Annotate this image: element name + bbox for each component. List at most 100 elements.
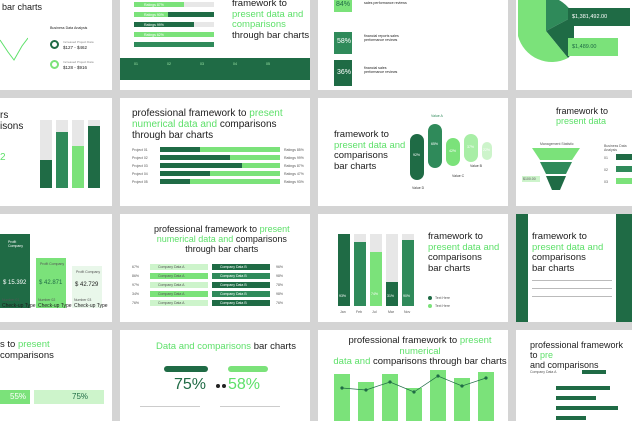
right-pct: 98% xyxy=(276,292,284,296)
slide-title: framework to present data and comparisons b… xyxy=(532,231,604,274)
bar-right: Company Data B xyxy=(212,282,270,288)
bar-left: Company Data A xyxy=(150,300,208,306)
pie-chart xyxy=(518,0,574,62)
slide-title: s to present comparisons xyxy=(0,339,54,361)
value-tag xyxy=(616,154,632,160)
value-tag xyxy=(616,178,632,184)
bar xyxy=(72,146,84,188)
slide-thumbnail[interactable]: rs isons 2 xyxy=(0,98,112,206)
bar-left: Company Data A xyxy=(150,282,208,288)
pill-bar: 22% xyxy=(482,142,492,160)
bar xyxy=(454,378,470,421)
pill-bar: 37% xyxy=(464,134,478,162)
bar xyxy=(56,132,68,188)
funnel-chart xyxy=(532,148,580,190)
bar: 31% xyxy=(386,282,398,306)
panel-title: Business Data Analysis xyxy=(604,144,627,152)
slide-thumbnail[interactable]: $1,381,492.00 $1,489.00 xyxy=(516,0,632,90)
bar-row xyxy=(160,171,280,176)
slide-title: framework to present data and comparisons b… xyxy=(428,231,500,274)
divider xyxy=(140,406,200,407)
divider xyxy=(220,406,280,407)
slide-thumbnail[interactable]: framework to present data and comparisons b… xyxy=(516,214,632,322)
rating-label: Ratings 85% xyxy=(284,148,304,152)
right-pct: 76% xyxy=(276,301,284,305)
bar xyxy=(358,382,374,421)
slide-thumbnail[interactable]: 93% 74% 31% 90% Jan Feb Jul Mar Nov fram… xyxy=(318,214,508,322)
slide-title: professional framework to present numeric… xyxy=(154,224,290,255)
side-band xyxy=(616,214,632,322)
bar-row xyxy=(160,179,280,184)
divider xyxy=(532,280,612,281)
slide-thumbnail[interactable]: professional framework to present numeric… xyxy=(120,98,310,206)
slide-title: framework to present data and comparisons b… xyxy=(334,129,406,172)
footer-label: Check-up Type xyxy=(2,303,36,309)
item-label: Increased Project Data xyxy=(63,40,94,44)
bar-row xyxy=(160,147,280,152)
slide-thumbnail[interactable]: Ratings 87% Ratings 90% Ratings 99% Rati… xyxy=(120,0,310,90)
footer-num: Number 02 xyxy=(38,298,56,302)
slide-thumbnail[interactable]: bar charts Business Data Analysis Increa… xyxy=(0,0,112,90)
bar-row: Ratings 99% xyxy=(134,22,214,27)
bar xyxy=(478,372,494,421)
value-label: Value A xyxy=(431,114,443,118)
line-chart-fragment xyxy=(0,37,28,61)
row-label: financial sales performance reviews xyxy=(364,66,398,75)
slide-thumbnail[interactable]: professional framework to present numeric… xyxy=(120,214,310,322)
value-tag xyxy=(616,166,632,172)
slide-thumbnail[interactable]: Data and comparisons bar charts 75% 58% xyxy=(120,330,310,421)
bar-row xyxy=(160,163,280,168)
bar xyxy=(556,416,586,420)
bar-left: Company Data A xyxy=(150,264,208,270)
sub-label: Company Data A xyxy=(530,370,557,374)
funnel-title: Management Statistic xyxy=(540,142,574,146)
bar-row: Ratings 87% xyxy=(134,2,214,7)
bar-right: Company Data B xyxy=(212,264,270,270)
slide-thumbnail[interactable]: framework to present data Management Sta… xyxy=(516,98,632,206)
slide-thumbnail[interactable]: s to present comparisons 55% 75% xyxy=(0,330,112,421)
bar: 74% xyxy=(370,252,382,306)
pct-block: 84% xyxy=(334,0,352,12)
slide-title: professional framework to present numeri… xyxy=(333,335,507,368)
bar xyxy=(556,396,596,400)
slide-thumbnail[interactable]: professional framework to present numeri… xyxy=(318,330,508,421)
bar xyxy=(334,374,350,421)
value-card: $1,489.00 xyxy=(568,38,618,56)
footer-num: Number 03 xyxy=(74,298,92,302)
pill-bar: 92% xyxy=(410,134,424,180)
footer-num: Number 01 xyxy=(2,298,20,302)
donut-icon xyxy=(50,40,59,49)
slide-thumbnail[interactable]: Profit Company $ 15.392 Profit Company $… xyxy=(0,214,112,322)
slide-thumbnail[interactable]: 84% sales performance reviews 58% financ… xyxy=(318,0,508,90)
slide-thumbnail[interactable]: framework to present data and comparisons b… xyxy=(318,98,508,206)
pill-bar: 65% xyxy=(428,124,442,168)
step-number: 03 xyxy=(604,180,608,184)
comparison-row: 67% Company Data A Company Data B 96% xyxy=(120,264,310,271)
rating-label: Ratings 99% xyxy=(284,156,304,160)
left-pct: 67% xyxy=(132,265,140,269)
pill-bar: 42% xyxy=(446,138,460,166)
profit-card: Profit Company $ 42.871 xyxy=(36,258,66,308)
rating-label: Ratings 87% xyxy=(284,164,304,168)
profit-card: Profit Company $ 15.392 xyxy=(0,234,30,308)
right-pct: 96% xyxy=(276,265,284,269)
dot xyxy=(222,384,226,388)
bar: 93% xyxy=(338,234,350,306)
month-label: Feb xyxy=(356,310,363,314)
bar xyxy=(556,406,618,410)
left-pct: 76% xyxy=(132,301,140,305)
left-pct: 34% xyxy=(132,292,140,296)
bar xyxy=(556,386,610,390)
value-label: Value D xyxy=(412,186,425,190)
step-number: 01 xyxy=(604,156,608,160)
item-label: Increased Project Data xyxy=(63,60,94,64)
bar xyxy=(382,374,398,421)
value-label: Value B xyxy=(470,164,482,168)
pct-bar: 75% xyxy=(34,390,104,404)
donut-icon xyxy=(50,60,59,69)
step-number: 02 xyxy=(604,168,608,172)
slide-thumbnail[interactable]: professional framework to pre and compari… xyxy=(516,330,632,421)
project-label: Project 05 xyxy=(132,180,148,184)
legend-dot xyxy=(428,296,432,300)
bar xyxy=(88,126,100,188)
